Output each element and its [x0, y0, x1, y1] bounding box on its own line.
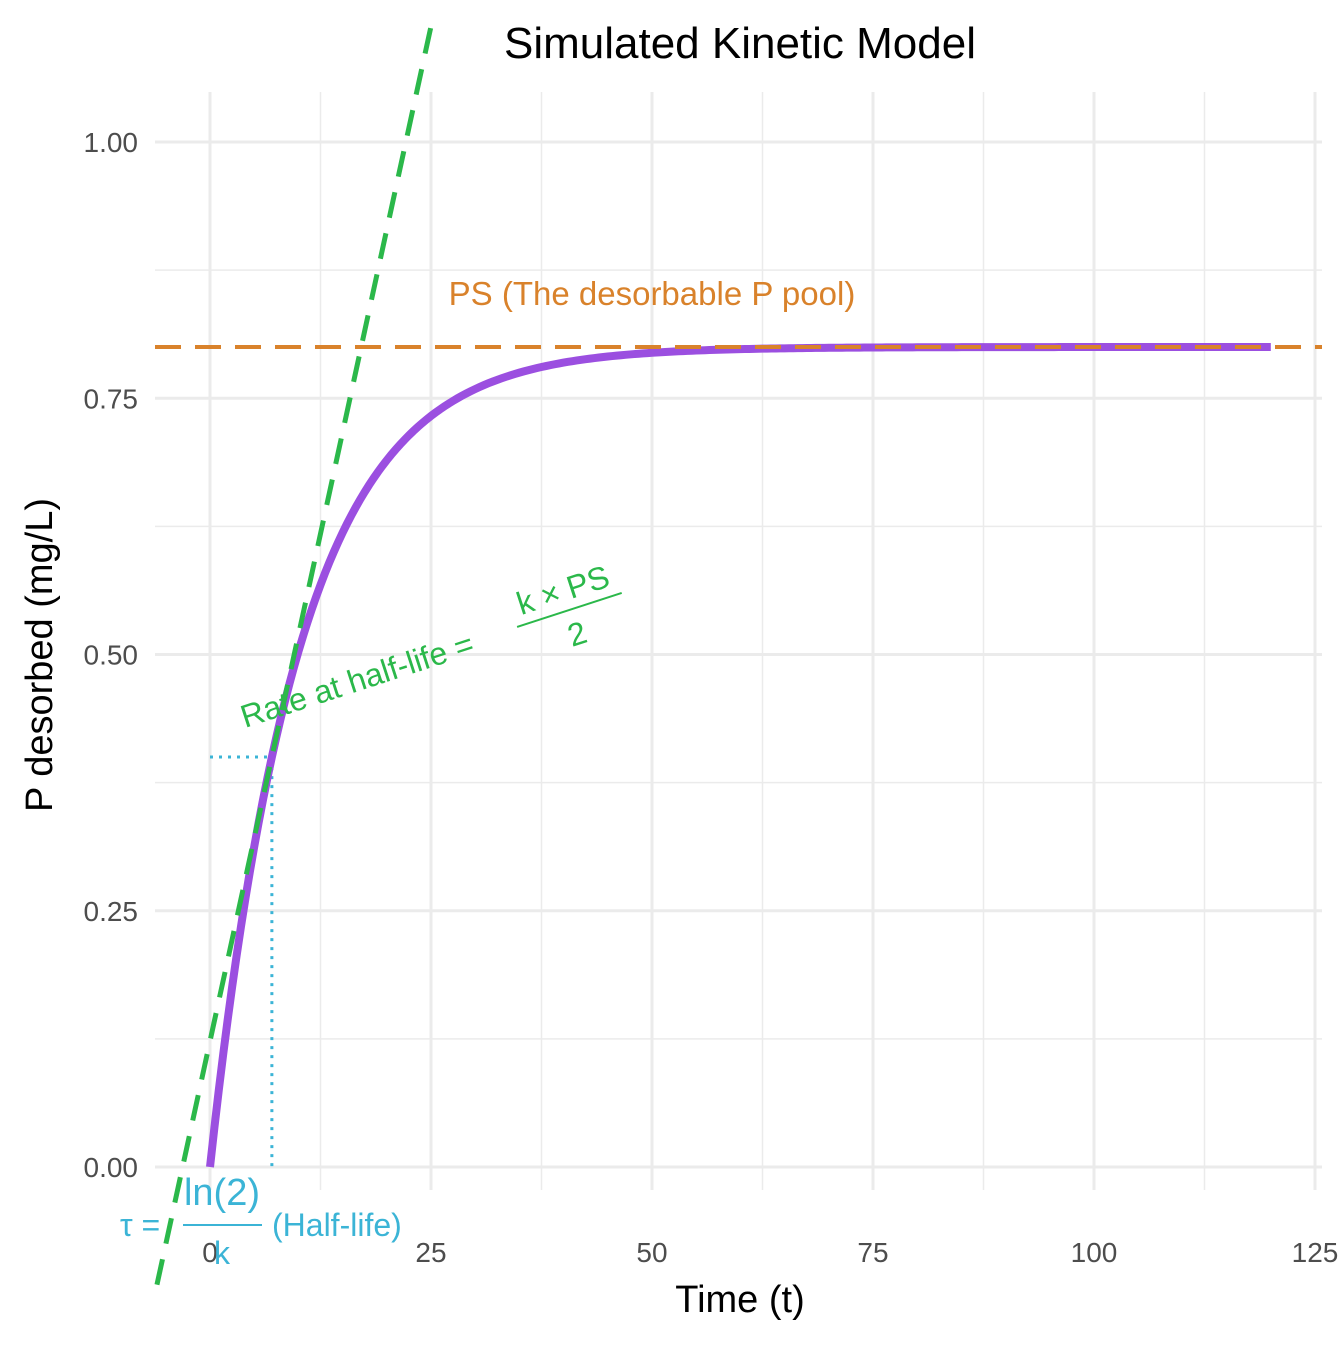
y-tick-label: 0.25 — [84, 896, 139, 927]
tau-denominator: k — [214, 1235, 231, 1271]
y-tick-label: 0.00 — [84, 1152, 139, 1183]
ps-label: PS (The desorbable P pool) — [449, 275, 856, 312]
chart-title: Simulated Kinetic Model — [504, 19, 976, 68]
y-tick-label: 1.00 — [84, 127, 139, 158]
tau-numerator: ln(2) — [184, 1172, 260, 1214]
grid — [155, 92, 1322, 1190]
tau-annotation: τ = ln(2) k (Half-life) — [120, 1172, 402, 1271]
x-tick-label: 125 — [1292, 1237, 1339, 1268]
y-tick-label: 0.50 — [84, 640, 139, 671]
x-tick-label: 50 — [636, 1237, 667, 1268]
half-life-guide — [210, 755, 274, 1167]
x-tick-label: 75 — [857, 1237, 888, 1268]
rate-fraction-bar — [516, 592, 623, 628]
x-tick-label: 25 — [415, 1237, 446, 1268]
x-tick-label: 0 — [202, 1237, 218, 1268]
x-tick-label: 100 — [1071, 1237, 1118, 1268]
tangent-dashed-line — [154, 17, 436, 1286]
desorption-curve — [206, 343, 1271, 1168]
y-tick-label: 0.75 — [84, 383, 139, 414]
tau-suffix: (Half-life) — [272, 1207, 402, 1243]
tick-labels: 0 25 50 75 100 125 0.00 0.25 0.50 0.75 1.00 — [84, 127, 1339, 1268]
rate-prefix: Rate at half-life = — [236, 625, 478, 734]
series-lines — [154, 17, 1322, 1286]
tau-prefix: τ = — [120, 1207, 160, 1243]
y-axis-label: P desorbed (mg/L) — [19, 498, 61, 812]
rate-denominator: 2 — [563, 614, 591, 654]
x-axis-label: Time (t) — [675, 1279, 804, 1321]
